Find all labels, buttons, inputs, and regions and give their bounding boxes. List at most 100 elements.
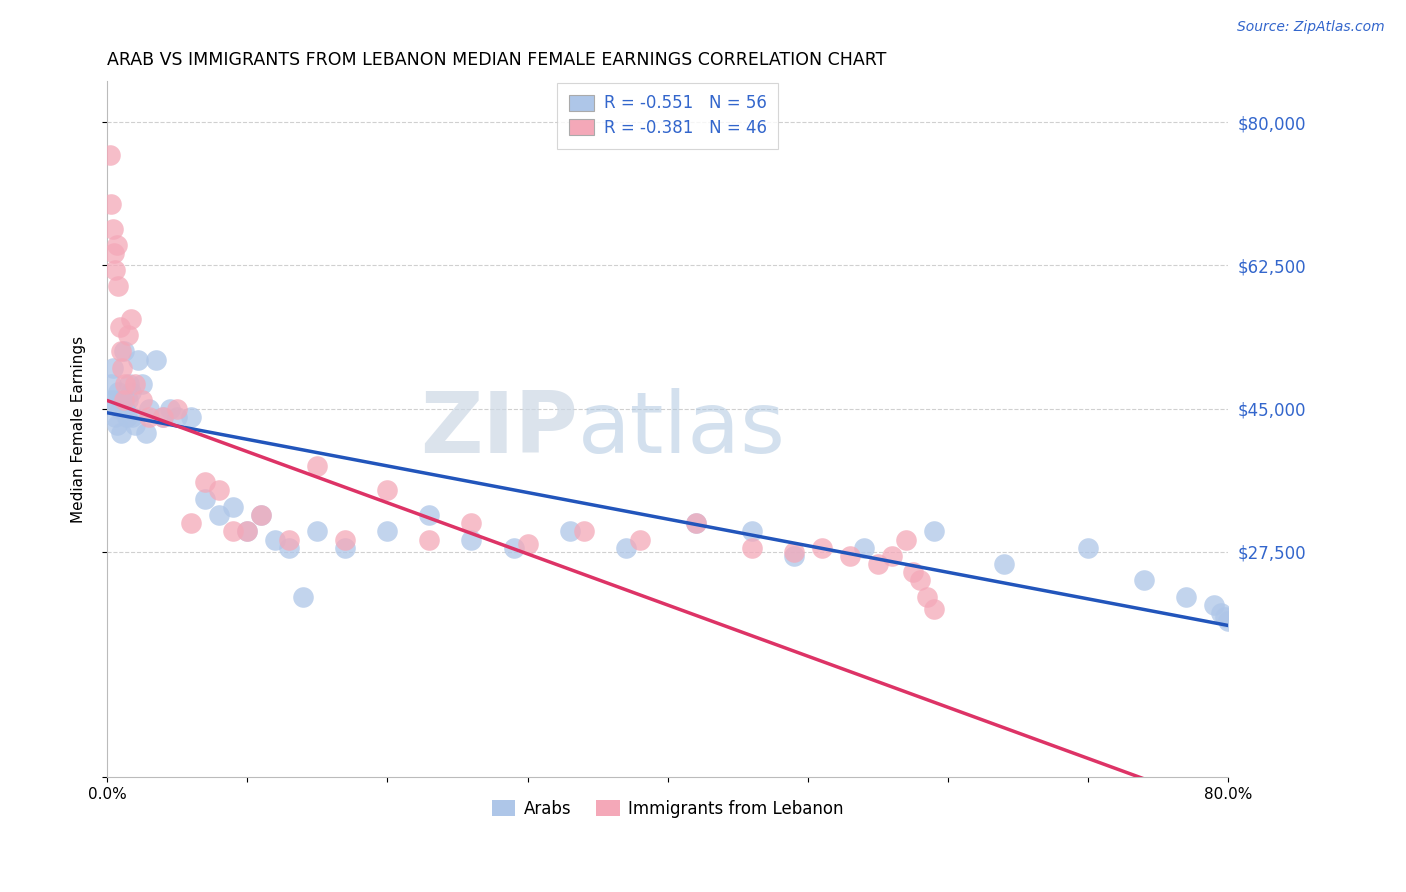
Point xyxy=(208,483,231,498)
Point xyxy=(307,524,329,539)
Point xyxy=(112,344,135,359)
Point xyxy=(101,221,124,235)
Point xyxy=(628,533,651,547)
Point xyxy=(114,401,136,416)
Point xyxy=(250,508,273,522)
Point xyxy=(124,417,146,432)
Point xyxy=(103,246,125,260)
Point xyxy=(104,262,127,277)
Point xyxy=(250,508,273,522)
Point xyxy=(100,197,122,211)
Point xyxy=(111,393,134,408)
Point xyxy=(111,360,134,375)
Point xyxy=(783,549,806,563)
Point xyxy=(1204,598,1226,612)
Point xyxy=(222,524,245,539)
Point xyxy=(104,409,127,424)
Point xyxy=(741,524,763,539)
Point xyxy=(120,311,142,326)
Point xyxy=(377,483,399,498)
Point xyxy=(741,541,763,555)
Point xyxy=(236,524,259,539)
Point xyxy=(121,409,143,424)
Point xyxy=(115,409,138,424)
Point xyxy=(145,352,167,367)
Point xyxy=(418,533,440,547)
Point xyxy=(614,541,637,555)
Point xyxy=(120,385,142,400)
Point xyxy=(558,524,581,539)
Point xyxy=(110,344,132,359)
Point xyxy=(138,401,160,416)
Point xyxy=(811,541,834,555)
Point xyxy=(880,549,903,563)
Point xyxy=(194,475,217,490)
Point xyxy=(112,393,135,408)
Point xyxy=(135,426,157,441)
Point xyxy=(236,524,259,539)
Point xyxy=(208,508,231,522)
Point xyxy=(278,541,301,555)
Point xyxy=(101,360,124,375)
Point xyxy=(783,545,806,559)
Text: ZIP: ZIP xyxy=(420,388,578,471)
Point xyxy=(993,557,1015,571)
Point xyxy=(127,352,149,367)
Point xyxy=(1215,610,1237,624)
Point xyxy=(138,409,160,424)
Point xyxy=(117,393,139,408)
Point xyxy=(98,148,121,162)
Point xyxy=(460,533,482,547)
Point xyxy=(335,541,357,555)
Point xyxy=(131,393,153,408)
Text: Source: ZipAtlas.com: Source: ZipAtlas.com xyxy=(1237,20,1385,34)
Point xyxy=(1175,590,1198,604)
Point xyxy=(118,377,141,392)
Point xyxy=(685,516,707,531)
Point xyxy=(838,549,860,563)
Point xyxy=(103,393,125,408)
Point xyxy=(377,524,399,539)
Point xyxy=(152,409,174,424)
Point xyxy=(1133,574,1156,588)
Point xyxy=(108,401,131,416)
Point xyxy=(98,393,121,408)
Point xyxy=(866,557,889,571)
Point xyxy=(108,319,131,334)
Point xyxy=(1211,606,1233,620)
Point xyxy=(894,533,917,547)
Point xyxy=(922,602,945,616)
Point xyxy=(166,401,188,416)
Point xyxy=(418,508,440,522)
Point xyxy=(922,524,945,539)
Point xyxy=(152,409,174,424)
Point xyxy=(131,377,153,392)
Point xyxy=(685,516,707,531)
Point xyxy=(159,401,181,416)
Point xyxy=(502,541,524,555)
Point xyxy=(180,516,202,531)
Point xyxy=(460,516,482,531)
Point xyxy=(110,426,132,441)
Point xyxy=(105,417,128,432)
Point xyxy=(107,385,129,400)
Point xyxy=(124,377,146,392)
Text: ARAB VS IMMIGRANTS FROM LEBANON MEDIAN FEMALE EARNINGS CORRELATION CHART: ARAB VS IMMIGRANTS FROM LEBANON MEDIAN F… xyxy=(107,51,886,69)
Point xyxy=(107,279,129,293)
Point xyxy=(194,491,217,506)
Point xyxy=(915,590,938,604)
Point xyxy=(901,566,924,580)
Point xyxy=(166,409,188,424)
Point xyxy=(516,536,538,550)
Point xyxy=(180,409,202,424)
Point xyxy=(292,590,315,604)
Point xyxy=(1077,541,1099,555)
Legend: Arabs, Immigrants from Lebanon: Arabs, Immigrants from Lebanon xyxy=(485,793,851,824)
Point xyxy=(307,458,329,473)
Point xyxy=(852,541,875,555)
Point xyxy=(278,533,301,547)
Point xyxy=(572,524,595,539)
Point xyxy=(114,377,136,392)
Point xyxy=(222,500,245,514)
Point xyxy=(335,533,357,547)
